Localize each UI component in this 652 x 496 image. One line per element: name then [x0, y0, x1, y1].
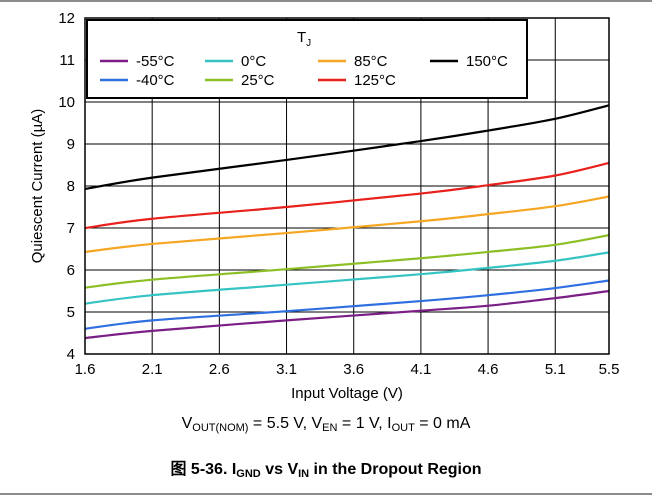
y-tick-label: 4: [67, 346, 75, 363]
legend-label-125c: 125°C: [354, 72, 396, 89]
y-tick-label: 12: [58, 10, 75, 27]
legend-label-25c: 25°C: [241, 72, 275, 89]
y-tick-label: 5: [67, 304, 75, 321]
plot-border: [84, 17, 610, 355]
y-tick-label: 9: [67, 136, 75, 153]
y-axis-title: Quiescent Current (µA): [29, 109, 46, 264]
x-axis-title: Input Voltage (V): [291, 385, 403, 402]
x-tick-label: 4.1: [410, 361, 431, 378]
y-tick-label: 10: [58, 94, 75, 111]
x-tick-label: 4.6: [478, 361, 499, 378]
legend-box: [86, 19, 528, 99]
x-tick-label: 2.6: [209, 361, 230, 378]
y-tick-label: 11: [59, 52, 75, 69]
top-rule: [0, 0, 652, 2]
series-line-0c: [84, 251, 610, 305]
legend-label-85c: 85°C: [354, 53, 388, 70]
figure-caption: 图 5-36. IGND vs VIN in the Dropout Regio…: [170, 461, 482, 480]
x-tick-label: 5.1: [545, 361, 566, 378]
test-conditions: VOUT(NOM) = 5.5 V, VEN = 1 V, IOUT = 0 m…: [181, 415, 471, 434]
legend-label-40c: -40°C: [136, 72, 175, 89]
legend-label-150c: 150°C: [466, 53, 508, 70]
x-tick-label: 2.1: [142, 361, 163, 378]
series-line-85c: [84, 195, 610, 254]
x-tick-label: 3.6: [343, 361, 364, 378]
x-tick-label: 1.6: [75, 361, 96, 378]
bottom-rule: [0, 493, 652, 495]
series-line-55c: [84, 289, 610, 340]
legend-title: TJ: [297, 29, 311, 49]
y-tick-label: 7: [67, 220, 75, 237]
y-tick-label: 6: [67, 262, 75, 279]
y-tick-label: 8: [67, 178, 75, 195]
legend-label-55c: -55°C: [136, 53, 175, 70]
series-line-125c: [84, 161, 610, 230]
legend-label-0c: 0°C: [241, 53, 266, 70]
series-line-40c: [84, 279, 610, 330]
x-tick-label: 5.5: [599, 361, 620, 378]
x-tick-label: 3.1: [276, 361, 297, 378]
quiescent-current-chart: 1.6 2.1 2.6 3.1 3.6 4.1 4.6 5.1 5.5 4 5 6 7 8 9 10 11 12 T…: [29, 10, 620, 402]
series-line-25c: [84, 234, 610, 289]
series-line-150c: [84, 104, 610, 191]
